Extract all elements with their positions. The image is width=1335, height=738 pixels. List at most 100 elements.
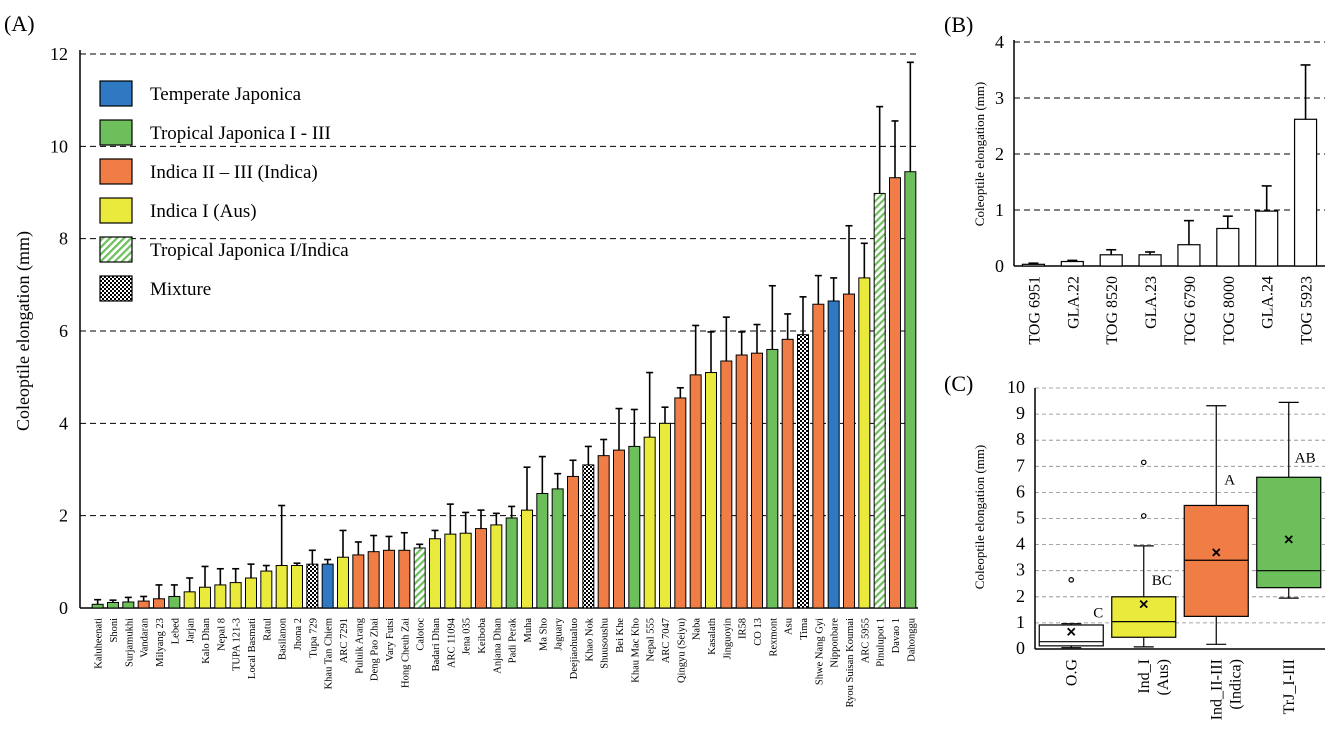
x-tick-label: Jarjan (186, 617, 197, 643)
significance-letter: C (1093, 606, 1103, 622)
x-tick-label: TOG 6951 (1026, 276, 1043, 345)
x-tick-label: Jena 035 (462, 618, 473, 655)
bar (245, 577, 257, 609)
bar (475, 528, 487, 609)
outlier (1140, 459, 1147, 466)
x-tick-label: GLA.24 (1260, 276, 1277, 329)
x-tick-label: Jinguoyin (722, 617, 733, 659)
x-tick-label: Ratul (262, 618, 273, 641)
legend-entry: Mixture (150, 279, 211, 300)
significance-letter: AB (1295, 450, 1316, 466)
mean-marker (1212, 548, 1221, 557)
bar (505, 517, 518, 609)
x-tick-label: TOG 8000 (1221, 276, 1238, 345)
bar (199, 586, 211, 609)
legend-swatch (99, 158, 133, 185)
y-tick-label: 5 (1016, 508, 1025, 528)
y-tick-label: 0 (1016, 638, 1025, 658)
y-tick-label: 2 (995, 144, 1004, 164)
x-tick-label: Milyang 23 (155, 618, 166, 667)
bar (827, 300, 840, 609)
x-tick-label: Local Basmati (247, 618, 258, 679)
bar (398, 549, 411, 609)
y-tick-label: 10 (1007, 377, 1025, 397)
panel-a-bar-chart: 0 2 4 6 8 10 12 Coleoptile elongation (mm) Kaluh… (13, 44, 918, 707)
bar (781, 338, 794, 609)
box (1183, 504, 1249, 617)
x-tick-label: Pinulupot 1 (876, 618, 887, 667)
bar (275, 565, 288, 609)
y-tick-label: 8 (1016, 429, 1025, 449)
x-tick-label: Khao Nok (584, 617, 595, 661)
box (1256, 476, 1322, 589)
x-tick-label: CO 13 (753, 618, 764, 646)
bar (1255, 210, 1279, 267)
y-tick-label: 9 (1016, 403, 1025, 423)
legend-entry: Indica II – III (Indica) (150, 162, 318, 183)
bar (321, 563, 334, 609)
legend-entry: Indica I (Aus) (150, 201, 257, 222)
x-tick-label: Calotoc (416, 618, 427, 651)
x-tick-label: Naba (692, 618, 703, 640)
bar (889, 177, 901, 609)
bar (91, 603, 104, 609)
x-tick-label: Shuusoushu (600, 617, 611, 669)
bar (689, 374, 702, 609)
x-tick-label-line2: (Aus) (1155, 659, 1172, 695)
bar (122, 601, 135, 609)
legend-entry: Tropical Japonica I - III (150, 123, 331, 144)
x-tick-label: Vandaran (140, 617, 151, 657)
y-tick-label: 2 (1016, 586, 1025, 606)
bar (1216, 227, 1240, 267)
x-tick-label: GLA.23 (1143, 276, 1160, 329)
bar (337, 556, 349, 609)
bar (735, 354, 748, 609)
box (1038, 624, 1104, 647)
bar (153, 598, 165, 609)
x-tick-label: Hong Cheuh Zai (400, 618, 411, 688)
x-tick-label: TOG 6790 (1182, 276, 1199, 345)
legend-entry: Temperate Japonica (150, 84, 302, 105)
panel-c-box-plot: 0 1 2 3 4 5 6 7 8 9 10 Coleoptile elongation (mm) C O… (972, 377, 1325, 720)
bar (521, 509, 533, 609)
bar (705, 372, 717, 609)
outlier (1140, 513, 1147, 519)
legend-swatch (99, 80, 133, 107)
legend-swatch (99, 119, 133, 146)
x-tick-label: ARC 7047 (661, 618, 672, 663)
bar (429, 538, 441, 609)
x-tick-label: Bei Khe (615, 618, 626, 653)
x-tick-label: TOG 8520 (1104, 276, 1121, 345)
outlier (1068, 577, 1075, 583)
bar (766, 348, 779, 609)
x-tick-label: Jaguary (554, 617, 565, 650)
x-tick-label: Deejiaohualuo (569, 618, 580, 679)
x-tick-label: Ind_I (1136, 659, 1153, 694)
bar (1293, 118, 1318, 267)
bar (183, 591, 196, 609)
panel-b-label: (B) (944, 12, 973, 37)
y-tick-label: 4 (59, 413, 68, 433)
x-tick-label: ARC 5955 (860, 618, 871, 663)
legend-swatch (99, 236, 133, 263)
x-tick-label: Nepal 555 (646, 618, 657, 661)
x-tick-label: Puluik Arang (354, 617, 365, 673)
x-tick-label: Nepal 8 (216, 618, 227, 651)
bar (1138, 254, 1162, 267)
x-tick-label: ARC 7291 (339, 618, 350, 663)
bar (168, 595, 181, 609)
y-tick-label: 10 (50, 136, 68, 156)
x-tick-label: Ind_II-III (1208, 659, 1225, 720)
mean-marker (1139, 599, 1148, 609)
bar (291, 565, 303, 609)
bar (536, 493, 549, 609)
bar (873, 192, 886, 609)
bar (858, 277, 871, 609)
x-tick-label: Lebed (170, 617, 181, 644)
x-tick-label: Padi Perak (508, 617, 519, 663)
x-tick-label: Anjana Dhan (492, 617, 503, 673)
x-tick-label-line2: (Indica) (1227, 659, 1244, 710)
bar (1177, 244, 1201, 267)
y-tick-label: 4 (1016, 534, 1025, 554)
